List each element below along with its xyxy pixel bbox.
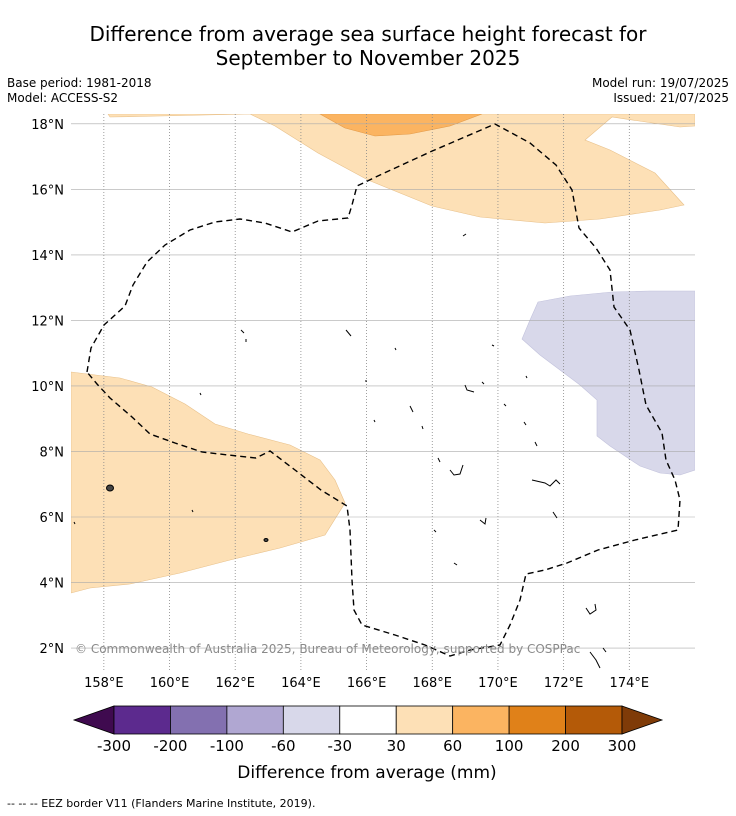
colorbar: -300 -200 -100 -60 -30 30 60 100 200 300 [72,705,664,755]
map-title: Difference from average sea surface heig… [0,22,736,70]
colorbar-extend-high [621,705,664,735]
lat-tick-label: 4°N [40,577,65,592]
colorbar-extend-low [72,705,115,735]
anomaly-region-north-mid-orange [319,114,483,137]
island-kosrae [106,484,114,492]
colorbar-segment [113,705,171,735]
colorbar-segment [339,705,397,735]
lat-tick-label: 2°N [40,642,65,657]
lat-tick-label: 14°N [31,249,64,264]
eez-border [86,123,681,657]
lat-tick-label: 16°N [31,183,64,198]
island-atoll-9 [421,425,424,430]
colorbar-tick-label: 30 [387,737,406,755]
lon-tick-label: 172°E [544,676,584,691]
model-text: Model: ACCESS-S2 [7,91,119,105]
title-line-2: September to November 2025 [215,46,521,70]
island-atoll-3 [345,329,352,337]
lon-tick-label: 166°E [347,676,387,691]
island-atoll-7 [464,384,475,393]
colorbar-segment [226,705,284,735]
colorbar-segment [452,705,510,735]
colorbar-tick-label: 60 [443,737,462,755]
island-atoll-5 [462,233,467,237]
colorbar-segment [508,705,566,735]
island-atoll-17 [534,441,538,447]
island-atoll-15 [552,511,558,519]
island-atoll-13 [453,562,458,566]
colorbar-tick-label: 200 [551,737,580,755]
colorbar-tick-label: -100 [210,737,244,755]
lon-tick-label: 162°E [215,676,255,691]
colorbar-tick-label: -30 [328,737,353,755]
colorbar-segment [565,705,623,735]
island-atoll-20 [602,647,607,653]
island-atoll-11 [449,464,464,476]
lat-tick-label: 6°N [40,511,65,526]
colorbar-segment [282,705,341,735]
anomaly-region-west-light-orange [71,371,346,594]
island-atoll-8 [409,405,414,413]
latitude-tick-labels: 2°N 4°N 6°N 8°N 10°N 12°N 14°N 16°N 18°N [31,118,64,657]
colorbar-segment [395,705,454,735]
island-atoll-27 [481,381,485,385]
eez-footnote: -- -- -- EEZ border V11 (Flanders Marine… [7,797,316,810]
longitude-tick-labels: 158°E 160°E 162°E 164°E 166°E 168°E 170°E 172°E… [84,676,649,691]
lon-tick-label: 174°E [610,676,650,691]
anomaly-region-east-light-purple [521,290,695,476]
island-atoll-6 [491,344,495,347]
island-atoll-18 [585,603,597,615]
island-atoll-14 [433,529,437,533]
island-atoll-4 [394,347,397,351]
island-atoll-21 [199,392,202,396]
colorbar-tick-label: 300 [608,737,637,755]
meta-left: Base period: 1981-2018 Model: ACCESS-S2 [7,76,152,106]
lat-tick-label: 10°N [31,380,64,395]
colorbar-tick-label: -200 [153,737,187,755]
island-atoll-26 [503,403,507,407]
title-line-1: Difference from average sea surface heig… [89,22,647,46]
island-atoll-12 [479,517,487,525]
lon-tick-label: 158°E [84,676,124,691]
island-atoll-24 [373,419,376,423]
base-period-text: Base period: 1981-2018 [7,76,152,90]
lon-tick-label: 164°E [281,676,321,691]
colorbar-tick-label: -300 [97,737,131,755]
meta-right: Model run: 19/07/2025 Issued: 21/07/2025 [592,76,729,106]
island-atoll-23 [73,521,76,525]
island-majuro [531,479,561,487]
model-run-text: Model run: 19/07/2025 [591,76,729,90]
colorbar-tick-label: 100 [495,737,524,755]
island-pingelap [263,538,269,542]
lat-tick-label: 8°N [40,445,65,460]
colorbar-tick-label: -60 [271,737,296,755]
island-atoll-22 [191,509,194,513]
island-atoll-10 [437,457,441,463]
island-atoll-19 [589,651,601,669]
lat-tick-label: 12°N [31,314,64,329]
colorbar-segment [170,705,228,735]
coastline-islands [73,233,607,669]
issued-text: Issued: 21/07/2025 [613,91,729,105]
map-plot-area [71,114,695,671]
lon-tick-label: 170°E [478,676,518,691]
lat-tick-label: 18°N [31,118,64,133]
island-atoll-1 [240,329,245,334]
gridlines [71,114,695,671]
copyright-text: © Commonwealth of Australia 2025, Bureau… [75,642,580,656]
colorbar-title: Difference from average (mm) [237,763,496,783]
lon-tick-label: 160°E [150,676,190,691]
island-atoll-28 [525,375,528,379]
island-atoll-16 [523,421,527,426]
lon-tick-label: 168°E [412,676,452,691]
